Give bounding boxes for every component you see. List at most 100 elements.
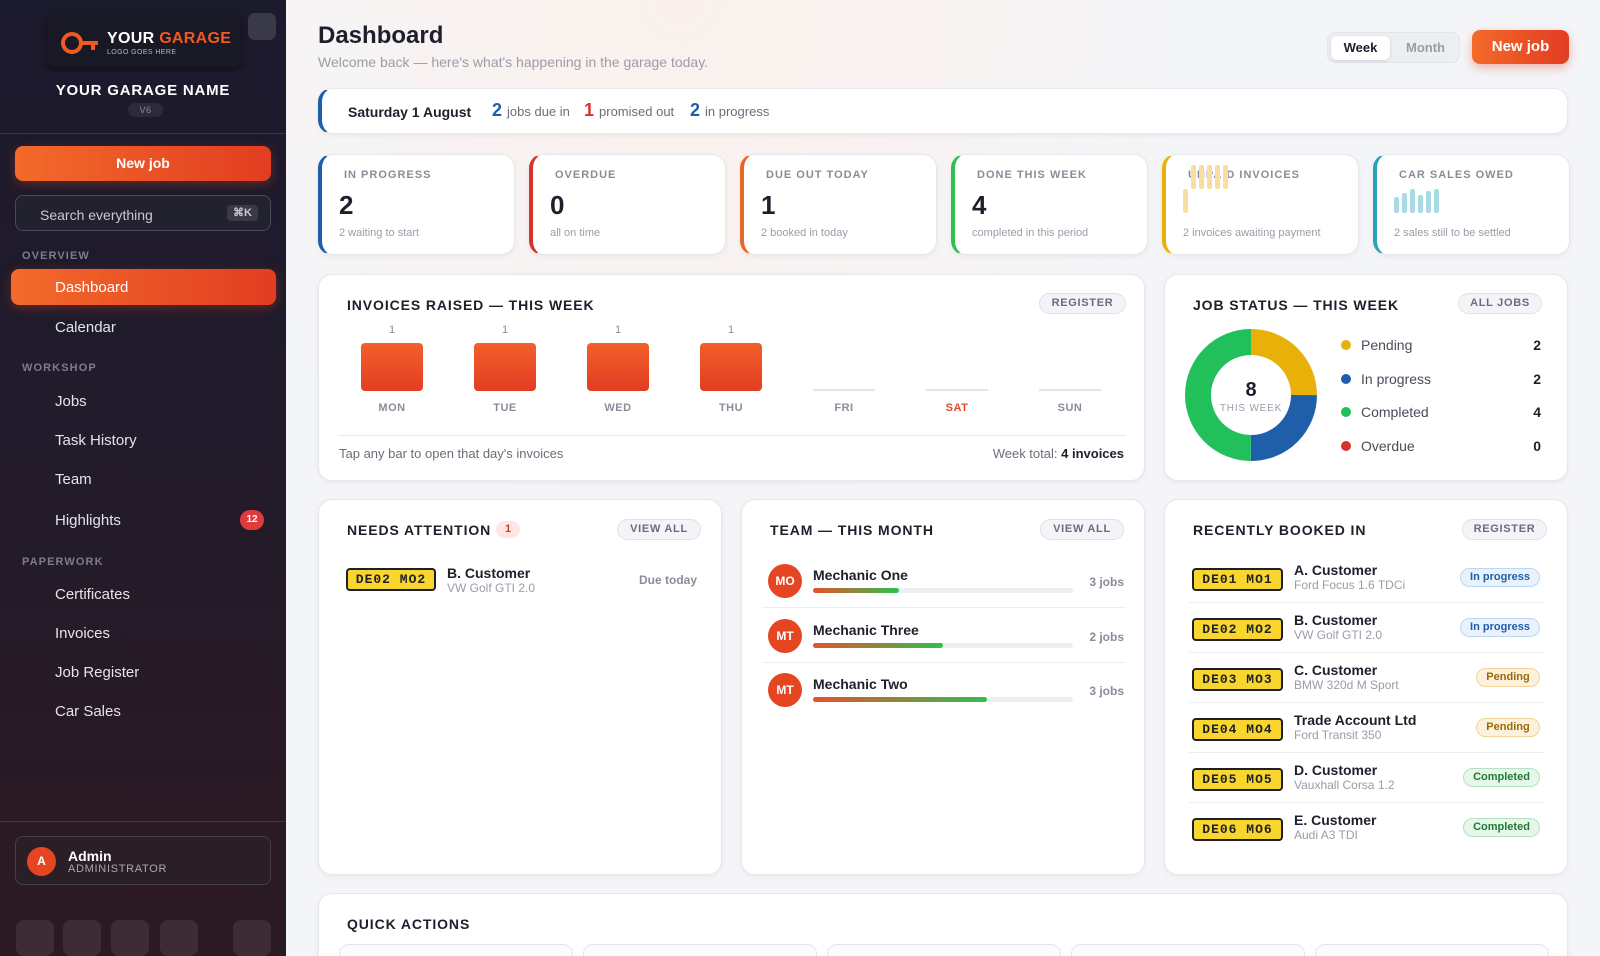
- vehicle-name: VW Golf GTI 2.0: [447, 581, 536, 595]
- customer-name: D. Customer: [1294, 762, 1378, 778]
- sidebar-new-job-button[interactable]: New job: [15, 146, 271, 181]
- period-month-button[interactable]: Month: [1406, 40, 1445, 55]
- sidebar-item-dashboard[interactable]: Dashboard: [11, 269, 276, 305]
- mechanic-job-count: 3 jobs: [1089, 684, 1124, 698]
- kpi-subtext: 2 invoices awaiting payment: [1183, 227, 1321, 239]
- workload-fill: [813, 697, 988, 702]
- donut-total-label: THIS WEEK: [1220, 403, 1282, 414]
- chart-bar-thu[interactable]: [700, 343, 762, 391]
- search-placeholder: Search everything: [40, 207, 153, 223]
- recent-register-button[interactable]: REGISTER: [1462, 519, 1547, 540]
- kpi-subtext: 2 booked in today: [761, 227, 848, 239]
- chart-bar-tue[interactable]: [474, 343, 536, 391]
- legend-value: 2: [1533, 337, 1541, 353]
- panel-title: RECENTLY BOOKED IN: [1193, 522, 1367, 538]
- quick-action-tile[interactable]: [827, 944, 1061, 956]
- page-subtitle: Welcome back — here's what's happening i…: [318, 54, 709, 70]
- legend-item-pending: Pending 2: [1341, 335, 1541, 355]
- chart-bar-mon[interactable]: [361, 343, 423, 391]
- invoices-register-button[interactable]: REGISTER: [1039, 293, 1126, 314]
- needs-attention-panel: NEEDS ATTENTION 1 VIEW ALL DE02 MO2 B. C…: [318, 499, 722, 875]
- sidebar-item-job-register[interactable]: Job Register: [11, 654, 276, 690]
- chart-bar-fri[interactable]: [813, 389, 875, 391]
- kpi-label: CAR SALES OWED: [1399, 169, 1514, 181]
- in-progress-stat: 2 in progress: [690, 100, 770, 120]
- sidebar-collapse-button[interactable]: [248, 13, 276, 40]
- kpi-overdue[interactable]: OVERDUE 0 all on time: [529, 154, 726, 255]
- chart-bar-sun[interactable]: [1039, 389, 1101, 391]
- kpi-label: OVERDUE: [555, 169, 617, 181]
- quick-action-tile[interactable]: [583, 944, 817, 956]
- status-badge: Completed: [1463, 818, 1540, 837]
- customer-name: E. Customer: [1294, 812, 1377, 828]
- sidebar-item-calendar[interactable]: Calendar: [11, 309, 276, 345]
- today-summary-bar: Saturday 1 August 2 jobs due in 1 promised…: [318, 88, 1568, 134]
- kpi-done-this-week[interactable]: DONE THIS WEEK 4 completed in this perio…: [951, 154, 1148, 255]
- sidebar-item-jobs[interactable]: Jobs: [11, 383, 276, 419]
- legend-label: Pending: [1361, 337, 1413, 353]
- team-view-all-button[interactable]: VIEW ALL: [1040, 519, 1124, 540]
- kpi-label: DUE OUT TODAY: [766, 169, 869, 181]
- footer-action-button[interactable]: [16, 920, 54, 956]
- footer-action-button[interactable]: [233, 920, 271, 956]
- search-input[interactable]: Search everything ⌘K: [15, 195, 271, 231]
- number-plate: DE01 MO1: [1192, 568, 1283, 591]
- kpi-car-sales-owed[interactable]: CAR SALES OWED 2 sales still to be settl…: [1373, 154, 1570, 255]
- workload-bar: [813, 588, 1073, 593]
- legend-label: Overdue: [1361, 437, 1415, 454]
- vehicle-name: Vauxhall Corsa 1.2: [1294, 778, 1395, 792]
- key-icon: [61, 32, 98, 54]
- all-jobs-button[interactable]: ALL JOBS: [1458, 293, 1542, 314]
- chart-tick-label: WED: [604, 402, 631, 414]
- status-badge: Pending: [1476, 668, 1540, 687]
- sidebar-item-invoices[interactable]: Invoices: [11, 615, 276, 651]
- footer-action-button[interactable]: [111, 920, 149, 956]
- recently-booked-panel: RECENTLY BOOKED IN REGISTER DE01 MO1 A. C…: [1164, 499, 1568, 875]
- vehicle-name: Ford Focus 1.6 TDCi: [1294, 578, 1406, 592]
- vehicle-name: Ford Transit 350: [1294, 728, 1382, 742]
- sidebar-item-task-history[interactable]: Task History: [11, 422, 276, 458]
- donut-slice-completed[interactable]: [1185, 329, 1317, 461]
- legend-label: Completed: [1361, 404, 1429, 420]
- chart-bar-wed[interactable]: [587, 343, 649, 391]
- divider: [762, 607, 1126, 608]
- kpi-due-out-today[interactable]: DUE OUT TODAY 1 2 booked in today: [740, 154, 937, 255]
- legend-dot: [1341, 440, 1351, 451]
- sidebar-item-team[interactable]: Team: [11, 461, 276, 497]
- footer-action-button[interactable]: [63, 920, 101, 956]
- user-card[interactable]: A Admin ADMINISTRATOR: [15, 836, 271, 885]
- status-badge: In progress: [1460, 618, 1540, 637]
- panel-title: TEAM — THIS MONTH: [770, 522, 934, 538]
- status-badge: Pending: [1476, 718, 1540, 737]
- divider: [0, 821, 286, 822]
- chart-bar-sat[interactable]: [926, 389, 988, 391]
- legend-item-completed: Completed 4: [1341, 402, 1541, 422]
- workload-fill: [813, 642, 943, 648]
- vehicle-name: BMW 320d M Sport: [1294, 678, 1399, 692]
- kpi-unpaid-invoices[interactable]: UNPAID INVOICES 2 invoices awaiting paym…: [1162, 154, 1359, 255]
- kpi-label: DONE THIS WEEK: [977, 169, 1087, 181]
- number-plate: DE06 MO6: [1192, 818, 1283, 841]
- new-job-button[interactable]: New job: [1472, 30, 1569, 64]
- mechanic-name: Mechanic One: [813, 567, 908, 583]
- sidebar-item-highlights[interactable]: Highlights 12: [11, 502, 276, 538]
- kpi-in-progress[interactable]: IN PROGRESS 2 2 waiting to start: [318, 154, 515, 255]
- period-toggle: Week Month: [1327, 32, 1460, 63]
- donut-slice-in-progress[interactable]: [1185, 329, 1317, 461]
- footer-action-button[interactable]: [160, 920, 198, 956]
- legend-item-overdue: Overdue 0: [1341, 436, 1541, 456]
- donut-total: 8: [1245, 379, 1256, 401]
- legend-label: In progress: [1361, 370, 1432, 387]
- kpi-value: 4: [972, 190, 987, 220]
- highlights-count-badge: 12: [240, 510, 264, 530]
- customer-name: C. Customer: [1294, 662, 1378, 678]
- sidebar-item-label: Certificates: [55, 586, 131, 603]
- attention-view-all-button[interactable]: VIEW ALL: [617, 519, 701, 540]
- quick-action-tile[interactable]: [1315, 944, 1549, 956]
- panel-title: INVOICES RAISED — THIS WEEK: [347, 297, 595, 313]
- quick-action-tile[interactable]: [339, 944, 573, 956]
- period-week-button[interactable]: Week: [1331, 36, 1390, 60]
- quick-action-tile[interactable]: [1071, 944, 1305, 956]
- sidebar-item-car-sales[interactable]: Car Sales: [11, 693, 276, 729]
- sidebar-item-certificates[interactable]: Certificates: [11, 576, 276, 612]
